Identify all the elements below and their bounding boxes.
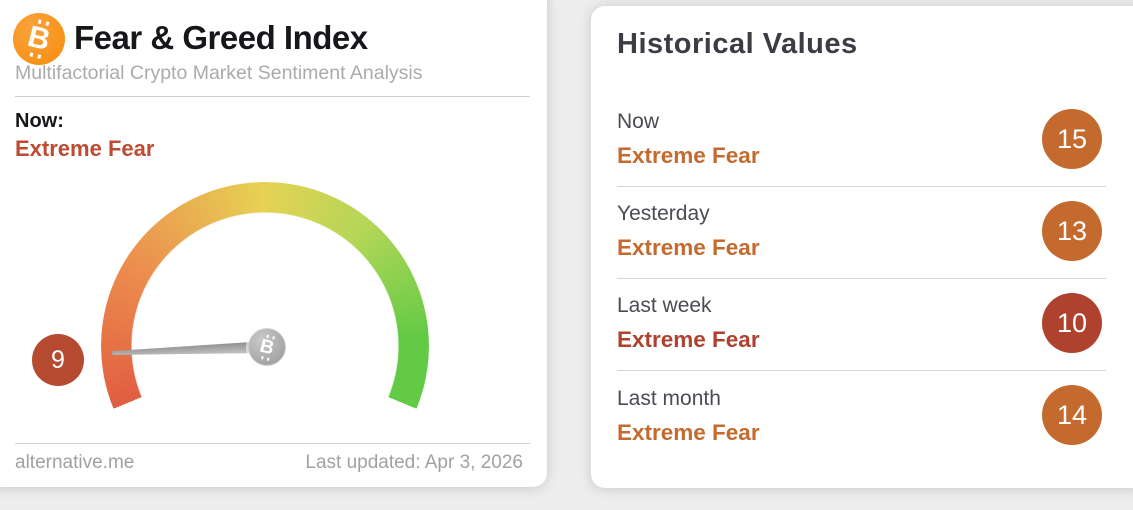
- historical-panel: Historical Values Now Extreme Fear 15 Ye…: [591, 6, 1133, 488]
- gauge-panel: B Fear & Greed Index Multifactorial Cryp…: [0, 0, 547, 510]
- history-value-badge: 13: [1042, 201, 1102, 261]
- page-title: Fear & Greed Index: [74, 19, 368, 56]
- source-link[interactable]: alternative.me: [15, 452, 135, 473]
- history-sentiment: Extreme Fear: [617, 143, 760, 168]
- history-row-now: Now Extreme Fear: [617, 110, 1032, 169]
- bitcoin-b-glyph: B: [257, 335, 277, 359]
- history-period-label: Last week: [617, 294, 712, 317]
- bitcoin-logo-icon: B: [13, 13, 65, 65]
- history-value-badge: 15: [1042, 109, 1102, 169]
- current-sentiment: Extreme Fear: [15, 136, 155, 161]
- history-value-badge: 14: [1042, 385, 1102, 445]
- row-divider: [617, 370, 1106, 371]
- row-divider: [617, 186, 1106, 187]
- page-subtitle: Multifactorial Crypto Market Sentiment A…: [15, 62, 423, 84]
- gauge-value-badge: 9: [32, 334, 84, 386]
- bitcoin-b-glyph: B: [24, 19, 54, 58]
- history-row-last-month: Last month Extreme Fear: [617, 387, 1032, 446]
- history-sentiment: Extreme Fear: [617, 235, 760, 260]
- history-value-badge: 10: [1042, 293, 1102, 353]
- header-divider: [15, 96, 530, 97]
- history-row-yesterday: Yesterday Extreme Fear: [617, 202, 1032, 261]
- historical-title: Historical Values: [617, 28, 858, 60]
- history-sentiment: Extreme Fear: [617, 420, 760, 445]
- history-sentiment: Extreme Fear: [617, 327, 760, 352]
- history-period-label: Now: [617, 110, 660, 133]
- history-period-label: Last month: [617, 387, 721, 410]
- history-row-last-week: Last week Extreme Fear: [617, 294, 1032, 353]
- gauge-hub-bitcoin-icon: B: [248, 328, 286, 366]
- history-period-label: Yesterday: [617, 202, 710, 225]
- row-divider: [617, 278, 1106, 279]
- now-label: Now:: [15, 110, 64, 132]
